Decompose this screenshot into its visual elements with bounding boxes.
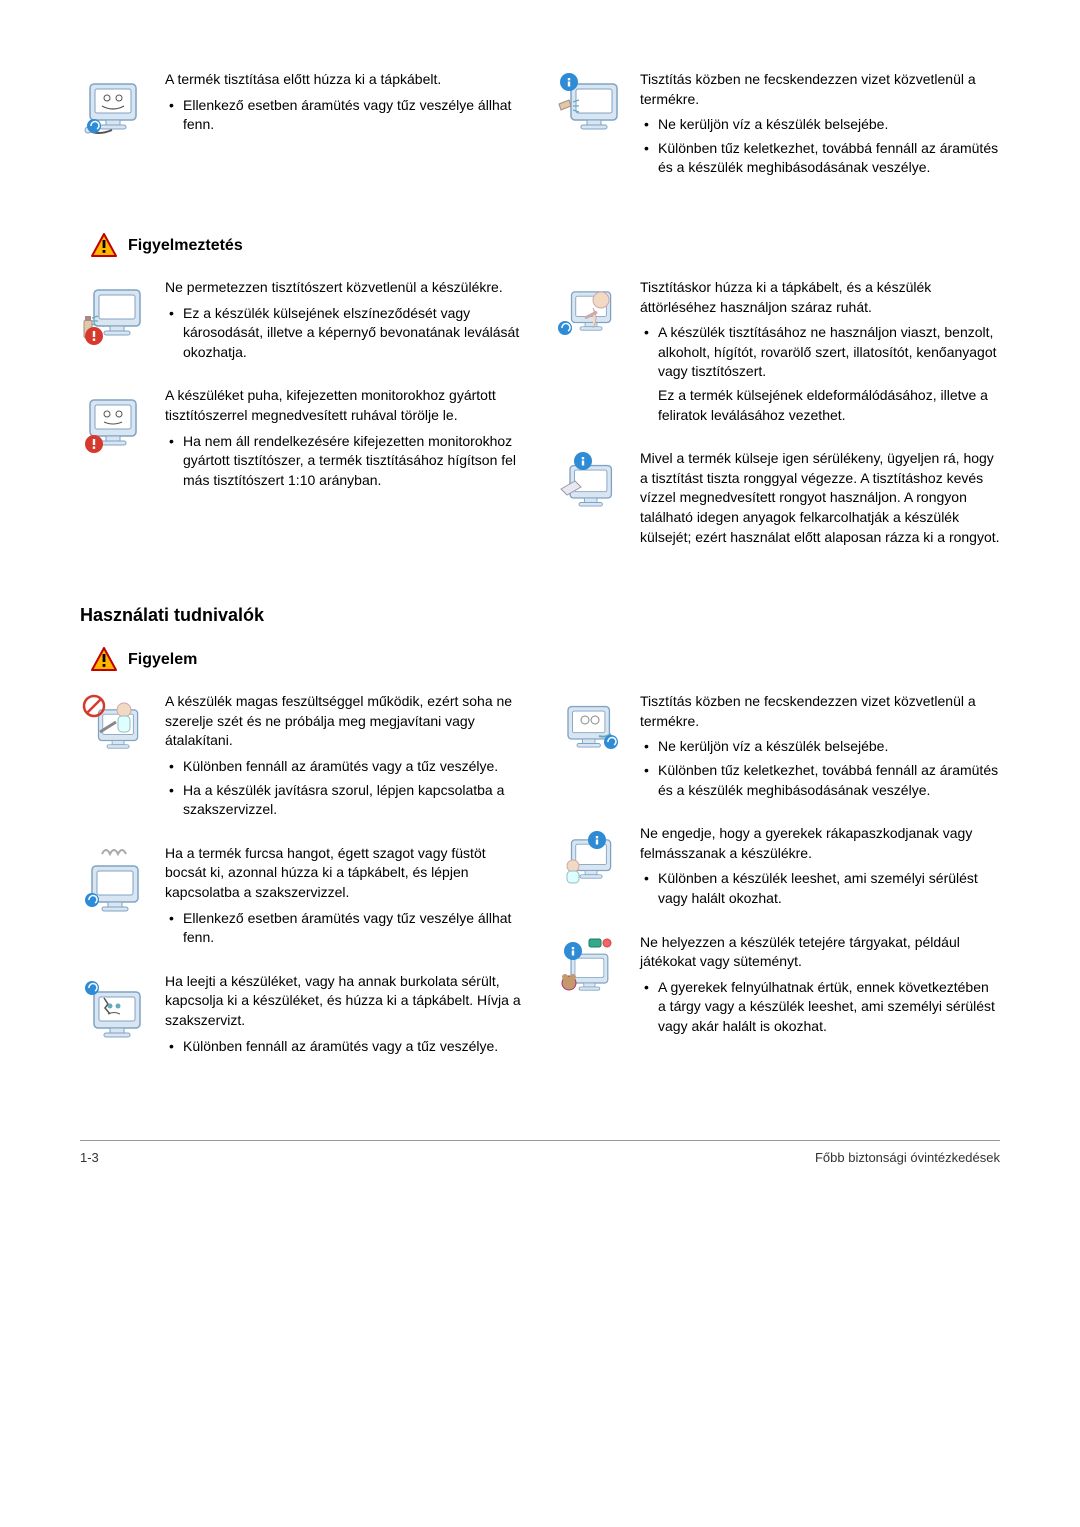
- spray-water-icon: [555, 70, 625, 140]
- page-number: 1-3: [80, 1149, 99, 1167]
- bullet: Különben fennáll az áramütés vagy a tűz …: [165, 757, 525, 777]
- bullet: A készülék tisztításához ne használjon v…: [640, 323, 1000, 382]
- bullet: Különben tűz keletkezhet, továbbá fennál…: [640, 761, 1000, 800]
- dropped-icon: [80, 972, 150, 1042]
- smoke-icon: [80, 844, 150, 914]
- caution-label: Figyelem: [128, 649, 197, 671]
- bullet: Ez a készülék külsejének elszíneződését …: [165, 304, 525, 363]
- entry-text: Ne helyezzen a készülék tetejére tárgyak…: [640, 933, 1000, 972]
- bullet: Ne kerüljön víz a készülék belsejébe.: [640, 115, 1000, 135]
- disassemble-icon: [80, 692, 150, 762]
- warning-label: Figyelmeztetés: [128, 235, 243, 257]
- usage-title: Használati tudnivalók: [80, 603, 1000, 628]
- warning-triangle-icon: [90, 646, 118, 674]
- entry-text: Ha a termék furcsa hangot, égett szagot …: [165, 844, 525, 903]
- entry-text: Tisztításkor húzza ki a tápkábelt, és a …: [640, 278, 1000, 317]
- entry-text: Tisztítás közben ne fecskendezzen vizet …: [640, 692, 1000, 731]
- entry-sub: Ez a termék külsejének eldeformálódásáho…: [640, 386, 1000, 425]
- entry-text: Mivel a termék külseje igen sérülékeny, …: [640, 449, 1000, 547]
- bullet: Ellenkező esetben áramütés vagy tűz vesz…: [165, 96, 525, 135]
- bullet: Ha nem áll rendelkezésére kifejezetten m…: [165, 432, 525, 491]
- entry: Tisztítás közben ne fecskendezzen vizet …: [555, 70, 1000, 182]
- block1: A termék tisztítása előtt húzza ki a táp…: [80, 70, 1000, 202]
- unplug-icon: [80, 70, 150, 140]
- page-footer: 1-3 Főbb biztonsági óvintézkedések: [80, 1140, 1000, 1167]
- bullet: Különben tűz keletkezhet, továbbá fennál…: [640, 139, 1000, 178]
- entry-text: Ne engedje, hogy a gyerekek rákapaszkodj…: [640, 824, 1000, 863]
- entry-text: A készülék magas feszültséggel működik, …: [165, 692, 525, 751]
- bullet: Ellenkező esetben áramütés vagy tűz vesz…: [165, 909, 525, 948]
- objects-on-top-icon: [555, 933, 625, 1003]
- entry-text: A készüléket puha, kifejezetten monitoro…: [165, 386, 525, 425]
- entry: A termék tisztítása előtt húzza ki a táp…: [80, 70, 525, 140]
- spray-cleaner-icon: [80, 278, 150, 348]
- entry-text: Ne permetezzen tisztítószert közvetlenül…: [165, 278, 525, 298]
- bullet: Különben a készülék leeshet, ami személy…: [640, 869, 1000, 908]
- entry-text: A termék tisztítása előtt húzza ki a táp…: [165, 70, 525, 90]
- block3: A készülék magas feszültséggel működik, …: [80, 692, 1000, 1080]
- clean-cloth-icon: [555, 449, 625, 519]
- dry-cloth-icon: [555, 278, 625, 348]
- bullet: Különben fennáll az áramütés vagy a tűz …: [165, 1037, 525, 1057]
- warning-heading: Figyelmeztetés: [90, 232, 1000, 260]
- wipe-cloth-icon: [80, 386, 150, 456]
- block2: Ne permetezzen tisztítószert közvetlenül…: [80, 278, 1000, 573]
- bullet: A gyerekek felnyúlhatnak értük, ennek kö…: [640, 978, 1000, 1037]
- warning-triangle-icon: [90, 232, 118, 260]
- footer-title: Főbb biztonsági óvintézkedések: [815, 1149, 1000, 1167]
- caution-heading: Figyelem: [90, 646, 1000, 674]
- bullet: Ne kerüljön víz a készülék belsejébe.: [640, 737, 1000, 757]
- entry-text: Tisztítás közben ne fecskendezzen vizet …: [640, 70, 1000, 109]
- child-climb-icon: [555, 824, 625, 894]
- spray-water-icon: [555, 692, 625, 762]
- bullet: Ha a készülék javításra szorul, lépjen k…: [165, 781, 525, 820]
- entry-text: Ha leejti a készüléket, vagy ha annak bu…: [165, 972, 525, 1031]
